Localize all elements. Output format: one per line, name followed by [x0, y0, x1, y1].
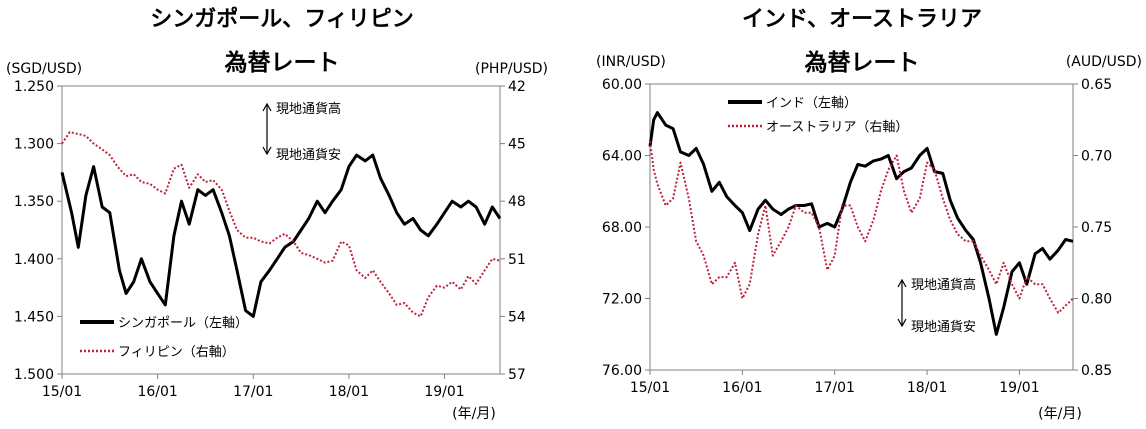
- chart2-left-tick-label: 76.00: [602, 363, 642, 379]
- chart1-annotation-arrow-up-head: [262, 102, 272, 112]
- chart1-series-left-line: [60, 153, 502, 318]
- chart1-left-tick-label: 1.500: [14, 367, 54, 383]
- chart1-plot-area: [61, 85, 501, 375]
- chart2-x-tick-label: 16/01: [722, 380, 762, 396]
- chart2-legend-label: インド（左軸）: [766, 96, 857, 111]
- chart2-annotation-down: 現地通貨安: [911, 319, 976, 335]
- chart2-annotation-arrow-up-head: [897, 278, 907, 288]
- chart1-subtitle: 為替レート: [225, 49, 340, 76]
- chart2-annotation-up: 現地通貨高: [911, 277, 976, 293]
- chart1-right-tick-label: 54: [508, 309, 526, 325]
- chart1-right-axis-label: (PHP/USD): [475, 61, 548, 77]
- chart1-right-tick-label: 48: [508, 194, 526, 210]
- chart2-left-axis-label: (INR/USD): [596, 54, 666, 70]
- chart2-x-tick-label: 18/01: [907, 380, 947, 396]
- chart2-right-tick-label: 0.70: [1081, 149, 1112, 165]
- chart2-x-tick-label: 15/01: [630, 380, 670, 396]
- chart1-annotation-down: 現地通貨安: [276, 147, 341, 163]
- chart2-title: インド、オーストラリア: [742, 7, 982, 32]
- chart1-legend-label: フィリピン（右軸）: [118, 345, 235, 360]
- chart1-x-tick-label: 19/01: [424, 384, 464, 400]
- chart2-annotation-arrow-down-head: [897, 318, 907, 328]
- chart1-right-tick-label: 51: [508, 252, 526, 268]
- chart2-x-tick-label: 19/01: [999, 380, 1039, 396]
- chart2-left-tick-label: 72.00: [602, 292, 642, 308]
- chart2-subtitle: 為替レート: [805, 49, 920, 76]
- chart1-x-tick-label: 16/01: [137, 384, 177, 400]
- chart1-right-tick-label: 45: [508, 137, 526, 153]
- chart1-left-tick-label: 1.300: [14, 137, 54, 153]
- chart1-annotation-arrow-down-head: [262, 146, 272, 156]
- chart2-left-tick-label: 68.00: [602, 220, 642, 236]
- chart2-legend-label: オーストラリア（右軸）: [766, 120, 908, 135]
- chart1-left-tick-label: 1.250: [14, 79, 54, 95]
- chart2-right-axis-label: (AUD/USD): [1066, 54, 1142, 70]
- chart1-left-axis-label: (SGD/USD): [6, 61, 82, 77]
- chart2-x-axis-label: (年/月): [1038, 406, 1082, 422]
- chart1-x-tick-label: 17/01: [233, 384, 273, 400]
- chart2-series-left-line: [648, 111, 1074, 336]
- chart2-left-tick-label: 64.00: [602, 149, 642, 165]
- chart2-right-tick-label: 0.65: [1081, 77, 1112, 93]
- chart1-left-tick-label: 1.450: [14, 309, 54, 325]
- chart1-annotation-up: 現地通貨高: [276, 101, 341, 117]
- chart1-right-tick-label: 42: [508, 79, 526, 95]
- chart2-left-tick-label: 60.00: [602, 77, 642, 93]
- chart2-series-right-line: [649, 141, 1074, 314]
- chart1-x-axis-label: (年/月): [452, 406, 496, 422]
- chart1-left-tick-label: 1.400: [14, 252, 54, 268]
- chart1-legend-label: シンガポール（左軸）: [118, 316, 248, 331]
- chart2-right-tick-label: 0.85: [1081, 363, 1112, 379]
- chart1-x-tick-label: 18/01: [329, 384, 369, 400]
- chart1-right-tick-label: 57: [508, 367, 526, 383]
- chart1-x-tick-label: 15/01: [42, 384, 82, 400]
- chart1-title: シンガポール、フィリピン: [150, 6, 414, 32]
- chart2-right-tick-label: 0.80: [1081, 292, 1112, 308]
- chart1-series-right-line: [61, 131, 501, 318]
- chart1-left-tick-label: 1.350: [14, 194, 54, 210]
- chart2-right-tick-label: 0.75: [1081, 220, 1112, 236]
- chart2-x-tick-label: 17/01: [815, 380, 855, 396]
